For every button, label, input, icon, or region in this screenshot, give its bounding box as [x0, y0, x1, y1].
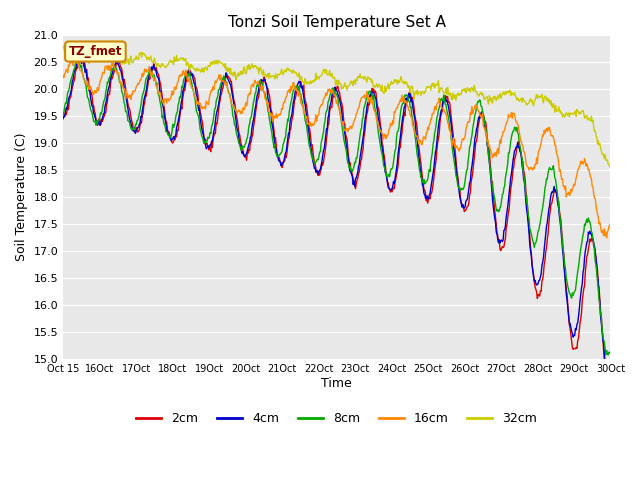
4cm [404, 94, 412, 100]
Line: 2cm: 2cm [63, 55, 611, 401]
16cm [603, 235, 611, 241]
32cm [211, 61, 218, 67]
2cm [60, 110, 67, 116]
4cm [607, 383, 614, 389]
8cm [607, 348, 614, 354]
32cm [420, 91, 428, 96]
2cm [182, 81, 189, 86]
4cm [76, 55, 84, 60]
4cm [420, 191, 428, 196]
16cm [70, 59, 77, 64]
2cm [69, 82, 77, 88]
4cm [211, 125, 218, 131]
16cm [404, 104, 412, 110]
16cm [68, 56, 76, 62]
Text: TZ_fmet: TZ_fmet [68, 45, 122, 58]
32cm [607, 164, 614, 170]
Line: 8cm: 8cm [63, 60, 611, 355]
2cm [211, 131, 218, 136]
Y-axis label: Soil Temperature (C): Soil Temperature (C) [15, 133, 28, 262]
32cm [70, 42, 77, 48]
4cm [60, 116, 67, 121]
8cm [60, 113, 67, 119]
2cm [606, 398, 614, 404]
32cm [126, 56, 134, 61]
16cm [182, 67, 189, 73]
8cm [420, 177, 428, 182]
2cm [404, 94, 412, 100]
16cm [126, 92, 134, 98]
16cm [607, 221, 614, 227]
8cm [211, 106, 218, 111]
16cm [420, 134, 428, 140]
Line: 4cm: 4cm [63, 58, 611, 387]
8cm [604, 352, 612, 358]
4cm [69, 77, 77, 83]
2cm [607, 396, 614, 402]
Legend: 2cm, 4cm, 8cm, 16cm, 32cm: 2cm, 4cm, 8cm, 16cm, 32cm [131, 407, 542, 430]
4cm [606, 384, 614, 390]
Line: 16cm: 16cm [63, 59, 611, 238]
Title: Tonzi Soil Temperature Set A: Tonzi Soil Temperature Set A [228, 15, 446, 30]
32cm [182, 56, 189, 61]
2cm [126, 108, 134, 114]
2cm [420, 187, 428, 193]
32cm [404, 84, 412, 90]
8cm [74, 58, 81, 63]
8cm [404, 95, 412, 100]
2cm [77, 52, 84, 58]
8cm [182, 72, 189, 78]
X-axis label: Time: Time [321, 376, 352, 390]
32cm [69, 44, 77, 49]
16cm [60, 73, 67, 79]
4cm [182, 74, 189, 80]
Line: 32cm: 32cm [63, 45, 611, 167]
8cm [69, 70, 77, 76]
8cm [126, 123, 134, 129]
32cm [60, 43, 67, 49]
16cm [211, 81, 218, 87]
4cm [126, 118, 134, 123]
